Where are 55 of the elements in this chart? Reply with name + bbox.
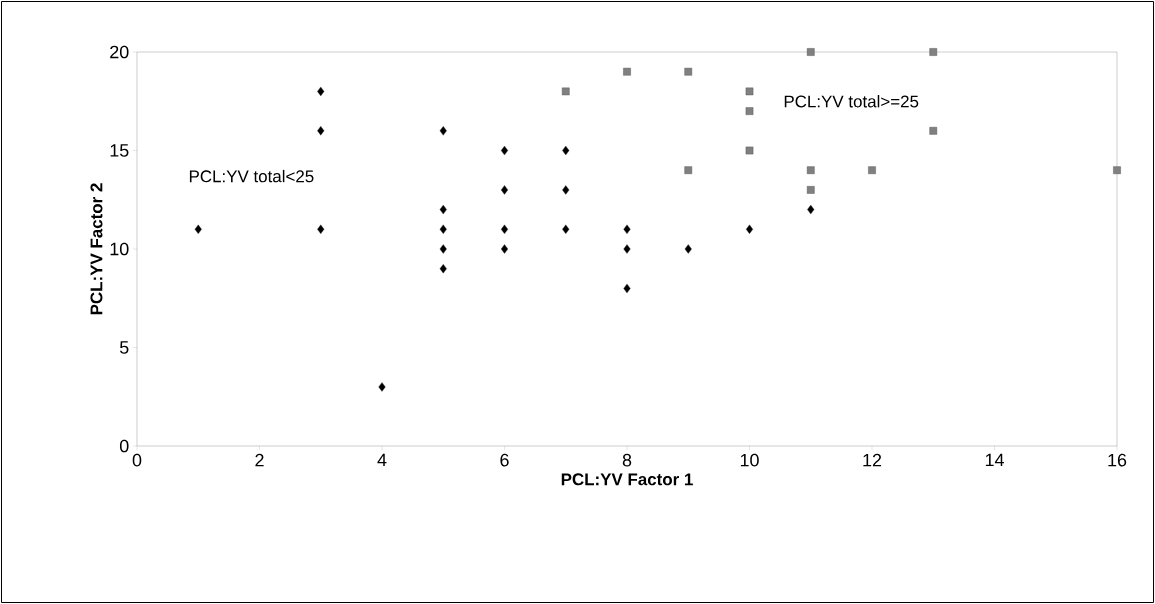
point [317, 224, 325, 234]
point [623, 224, 631, 234]
y-tick-label: 15 [110, 144, 129, 157]
point [684, 67, 693, 76]
point [500, 145, 509, 156]
series-label: PCL:YV total>=25 [784, 95, 919, 108]
point [806, 186, 815, 194]
point [562, 185, 570, 195]
x-tick-label: 4 [377, 453, 387, 467]
x-tick-label: 8 [622, 453, 632, 467]
y-tick-label: 20 [110, 45, 129, 59]
point [378, 382, 386, 392]
point [439, 126, 447, 136]
point [623, 67, 631, 76]
point [439, 204, 447, 215]
point [562, 145, 570, 156]
point [561, 87, 570, 96]
point [623, 283, 631, 294]
point [684, 166, 693, 174]
point [745, 107, 754, 115]
y-tick-label: 5 [119, 341, 129, 354]
x-tick-label: 6 [500, 453, 509, 467]
point [745, 146, 754, 155]
x-tick-label: 0 [132, 453, 142, 467]
point [317, 126, 325, 136]
x-axis-title: PCL:YV Factor 1 [561, 473, 693, 486]
point [745, 224, 754, 234]
y-axis-title: PCL:YV Factor 2 [90, 183, 103, 315]
y-tick-label: 0 [119, 439, 129, 453]
point [745, 87, 754, 96]
point [807, 204, 815, 215]
x-tick-label: 10 [740, 453, 759, 467]
x-tick-label: 12 [863, 453, 882, 467]
point [500, 224, 509, 234]
point [868, 166, 876, 174]
point [194, 224, 202, 234]
point [684, 244, 692, 254]
y-tick-label: 10 [110, 242, 129, 256]
x-tick-label: 2 [255, 453, 264, 467]
point [806, 166, 815, 174]
point [623, 244, 631, 254]
point [929, 127, 938, 135]
point [929, 48, 938, 56]
x-tick-label: 14 [985, 453, 1004, 467]
point [439, 244, 447, 254]
point [317, 86, 325, 97]
point [500, 185, 509, 195]
point [562, 224, 570, 234]
point [806, 48, 815, 56]
text: PCL:YV total<25 [189, 169, 314, 183]
point [500, 244, 509, 254]
point [439, 224, 447, 234]
point [1113, 166, 1121, 174]
point [439, 264, 447, 274]
x-tick-label: 16 [1108, 453, 1127, 467]
